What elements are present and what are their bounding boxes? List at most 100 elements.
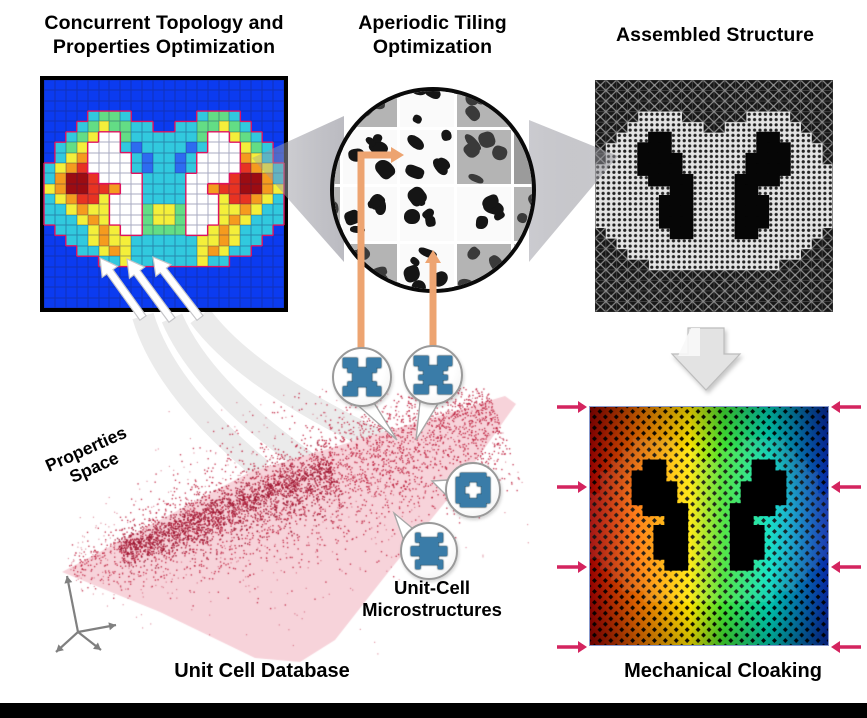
heatmap-cell <box>87 245 99 257</box>
heatmap-cell <box>207 235 219 246</box>
heatmap-cell <box>273 90 284 101</box>
heatmap-cell <box>262 266 274 277</box>
tiling-tile <box>514 130 532 184</box>
heatmap-cell <box>142 173 154 184</box>
tile-material-blob <box>349 225 365 235</box>
heatmap-cell <box>185 193 197 205</box>
heatmap-cell <box>251 297 263 308</box>
heatmap-cell <box>54 162 66 174</box>
heatmap-cell <box>87 152 99 163</box>
heatmap-cell <box>87 162 99 174</box>
tile-material-blob <box>530 264 532 286</box>
heatmap-cell <box>207 152 219 163</box>
heatmap-cell <box>131 80 143 91</box>
tile-material-blob <box>346 106 363 124</box>
heatmap-cell <box>120 173 132 184</box>
heatmap-cell <box>153 214 164 226</box>
heatmap-cell <box>109 131 121 143</box>
heatmap-cell <box>54 204 66 215</box>
heatmap-cell <box>65 80 77 91</box>
tile-material-blob <box>404 184 430 210</box>
heatmap-cell <box>196 162 208 174</box>
heatmap-cell <box>240 121 252 132</box>
heatmap-cell <box>76 100 88 112</box>
heatmap-cell <box>109 204 121 215</box>
heatmap-cell <box>54 131 66 143</box>
heatmap-cell <box>44 193 55 205</box>
heatmap-cell <box>109 225 121 236</box>
heatmap-cell <box>142 183 154 194</box>
heatmap-cell <box>174 193 186 205</box>
heatmap-cell <box>109 193 121 205</box>
heatmap-cell <box>44 183 55 194</box>
heatmap-cell <box>153 121 164 132</box>
heatmap-cell <box>65 266 77 277</box>
heatmap-cell <box>54 142 66 153</box>
heatmap-cell <box>87 80 99 91</box>
heatmap-cell <box>65 235 77 246</box>
heatmap-cell <box>142 90 154 101</box>
heatmap-cell <box>131 173 143 184</box>
heatmap-cell <box>87 297 99 308</box>
heatmap-cell <box>229 245 241 257</box>
heatmap-cell <box>240 162 252 174</box>
heatmap-cell <box>54 256 66 267</box>
heatmap-cell <box>98 245 110 257</box>
tile-material-blob <box>342 208 362 227</box>
heatmap-cell <box>185 121 197 132</box>
heatmap-cell <box>109 235 121 246</box>
heatmap-cell <box>153 225 164 236</box>
tiling-tile-optimized <box>400 244 454 289</box>
heatmap-cell <box>54 287 66 298</box>
unit-cell-bubble-4 <box>400 522 458 580</box>
heatmap-cell <box>207 245 219 257</box>
heatmap-cell <box>142 142 154 153</box>
tile-material-blob <box>334 109 340 123</box>
heatmap-cell <box>87 204 99 215</box>
heatmap-cell <box>164 245 175 257</box>
heatmap-cell <box>142 121 154 132</box>
heatmap-cell <box>54 245 66 257</box>
heatmap-cell <box>207 80 219 91</box>
heatmap-cell <box>207 131 219 143</box>
heatmap-cell <box>87 142 99 153</box>
tile-material-blob <box>467 172 485 186</box>
heatmap-cell <box>98 80 110 91</box>
heatmap-cell <box>54 111 66 122</box>
heatmap-cell <box>153 235 164 246</box>
heatmap-cell <box>207 225 219 236</box>
heatmap-cell <box>185 131 197 143</box>
heatmap-cell <box>76 256 88 267</box>
heatmap-cell <box>120 235 132 246</box>
tile-material-blob <box>330 94 333 113</box>
title-line: Properties Optimization <box>52 35 276 58</box>
heatmap-cell <box>207 266 219 277</box>
heatmap-cell <box>54 266 66 277</box>
heatmap-cell <box>185 111 197 122</box>
heatmap-cell <box>87 131 99 143</box>
heatmap-cell <box>229 266 241 277</box>
tile-material-blob <box>411 113 423 125</box>
heatmap-cell <box>164 193 175 205</box>
heatmap-cell <box>196 90 208 101</box>
heatmap-cell <box>76 266 88 277</box>
heatmap-cell <box>131 142 143 153</box>
heatmap-cell <box>44 225 55 236</box>
heatmap-cell <box>185 235 197 246</box>
heatmap-cell <box>109 245 121 257</box>
heatmap-cell <box>44 287 55 298</box>
tile-material-blob <box>429 269 451 289</box>
heatmap-cell <box>44 214 55 226</box>
heatmap-cell <box>87 235 99 246</box>
tiling-tile <box>514 187 532 241</box>
unit-cell-bubble-2 <box>403 345 463 405</box>
heatmap-cell <box>218 131 230 143</box>
heatmap-cell <box>185 173 197 184</box>
unit-cell-gear-icon <box>411 533 447 569</box>
heatmap-cell <box>120 131 132 143</box>
heatmap-cell <box>273 276 284 288</box>
heatmap-cell <box>76 162 88 174</box>
label-line: Unit-Cell <box>393 577 471 598</box>
heatmap-cell <box>262 287 274 298</box>
heatmap-cell <box>76 121 88 132</box>
